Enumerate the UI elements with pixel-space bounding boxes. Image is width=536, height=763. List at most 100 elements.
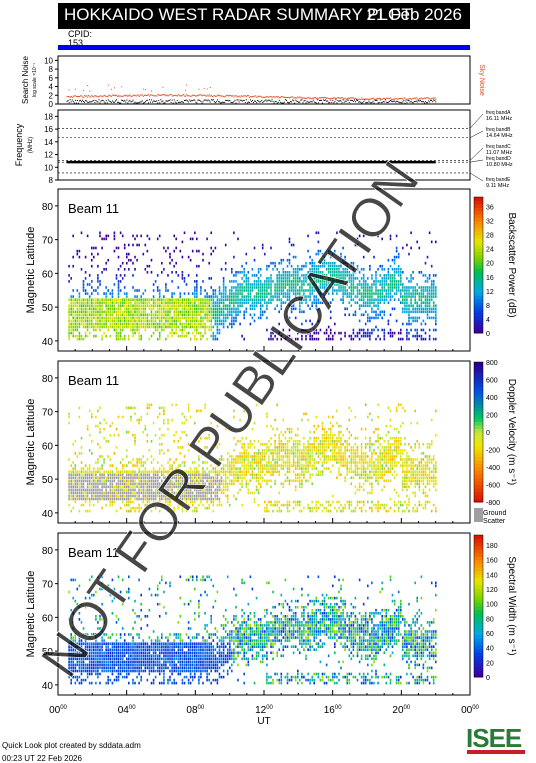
scatter-cell (433, 329, 435, 332)
scatter-cell (410, 317, 412, 320)
scatter-cell (262, 443, 264, 446)
scatter-cell (95, 476, 97, 479)
scatter-cell (307, 443, 309, 446)
noise-ytick-label: 8 (49, 65, 54, 74)
scatter-cell (237, 304, 239, 307)
sky-noise-point (183, 94, 184, 95)
search-noise-point (67, 101, 68, 102)
scatter-cell (145, 326, 147, 329)
search-noise-point (396, 101, 397, 102)
scatter-cell (293, 244, 295, 247)
scatter-cell (229, 295, 231, 298)
sky-noise-point (241, 95, 242, 96)
sky-noise-point (234, 95, 235, 96)
scatter-cell (295, 461, 297, 464)
scatter-cell (311, 452, 313, 455)
scatter-cell (398, 256, 400, 259)
scatter-cell (429, 298, 431, 301)
scatter-cell (91, 473, 93, 476)
sky-noise-point (396, 98, 397, 99)
scatter-cell (81, 320, 83, 323)
sky-noise-point (186, 84, 187, 85)
scatter-cell (140, 486, 142, 489)
scatter-cell (291, 446, 293, 449)
scatter-cell (295, 440, 297, 443)
search-noise-point (362, 102, 363, 103)
scatter-cell (223, 492, 225, 495)
scatter-cell (266, 449, 268, 452)
search-noise-point (225, 100, 226, 101)
search-noise-point (196, 102, 197, 103)
scatter-cell (375, 286, 377, 289)
scatter-cell (200, 317, 202, 320)
scatter-cell (151, 311, 153, 314)
search-noise-point (219, 101, 220, 102)
scatter-cell (95, 495, 97, 498)
scatter-cell (93, 476, 95, 479)
scatter-cell (186, 332, 188, 335)
scatter-cell (210, 295, 212, 298)
scatter-cell (235, 317, 237, 320)
scatter-cell (149, 301, 151, 304)
scatter-cell (301, 473, 303, 476)
scatter-cell (297, 504, 299, 507)
scatter-cell (120, 498, 122, 501)
scatter-cell (134, 476, 136, 479)
scatter-cell (332, 335, 334, 338)
scatter-cell (246, 286, 248, 289)
scatter-cell (400, 329, 402, 332)
search-noise-point (360, 102, 361, 103)
scatter-cell (171, 317, 173, 320)
scatter-cell (419, 292, 421, 295)
scatter-cell (254, 308, 256, 311)
scatter-cell (309, 455, 311, 458)
scatter-cell (421, 338, 423, 341)
scatter-cell (165, 320, 167, 323)
scatter-cell (231, 473, 233, 476)
scatter-cell (87, 335, 89, 338)
scatter-cell (252, 476, 254, 479)
scatter-cell (83, 323, 85, 326)
scatter-cell (105, 440, 107, 443)
scatter-cell (107, 301, 109, 304)
scatter-cell (219, 286, 221, 289)
scatter-cell (186, 326, 188, 329)
colorbar-step (474, 299, 483, 303)
scatter-cell (367, 317, 369, 320)
scatter-cell (120, 461, 122, 464)
scatter-cell (278, 501, 280, 504)
sky-noise-point (80, 95, 81, 96)
sky-noise-point (410, 98, 411, 99)
scatter-cell (173, 301, 175, 304)
scatter-cell (210, 232, 212, 235)
sky-noise-point (352, 97, 353, 98)
scatter-cell (225, 295, 227, 298)
search-noise-point (351, 100, 352, 101)
sky-noise-point (416, 97, 417, 98)
scatter-cell (390, 265, 392, 268)
scatter-cell (68, 495, 70, 498)
scatter-cell (217, 314, 219, 317)
scatter-cell (184, 311, 186, 314)
scatter-cell (153, 283, 155, 286)
scatter-cell (118, 268, 120, 271)
scatter-cell (278, 274, 280, 277)
sky-noise-point (109, 95, 110, 96)
scatter-cell (231, 314, 233, 317)
search-noise-point (91, 101, 92, 102)
scatter-cell (157, 298, 159, 301)
scatter-cell (219, 501, 221, 504)
scatter-cell (159, 298, 161, 301)
scatter-cell (173, 332, 175, 335)
scatter-cell (254, 473, 256, 476)
scatter-cell (184, 304, 186, 307)
scatter-cell (268, 470, 270, 473)
scatter-cell (130, 304, 132, 307)
colorbar-step (474, 231, 483, 235)
scatter-cell (258, 467, 260, 470)
scatter-cell (297, 434, 299, 437)
sky-noise-point (129, 95, 130, 96)
scatter-cell (120, 473, 122, 476)
scatter-cell (151, 404, 153, 407)
scatter-cell (408, 280, 410, 283)
